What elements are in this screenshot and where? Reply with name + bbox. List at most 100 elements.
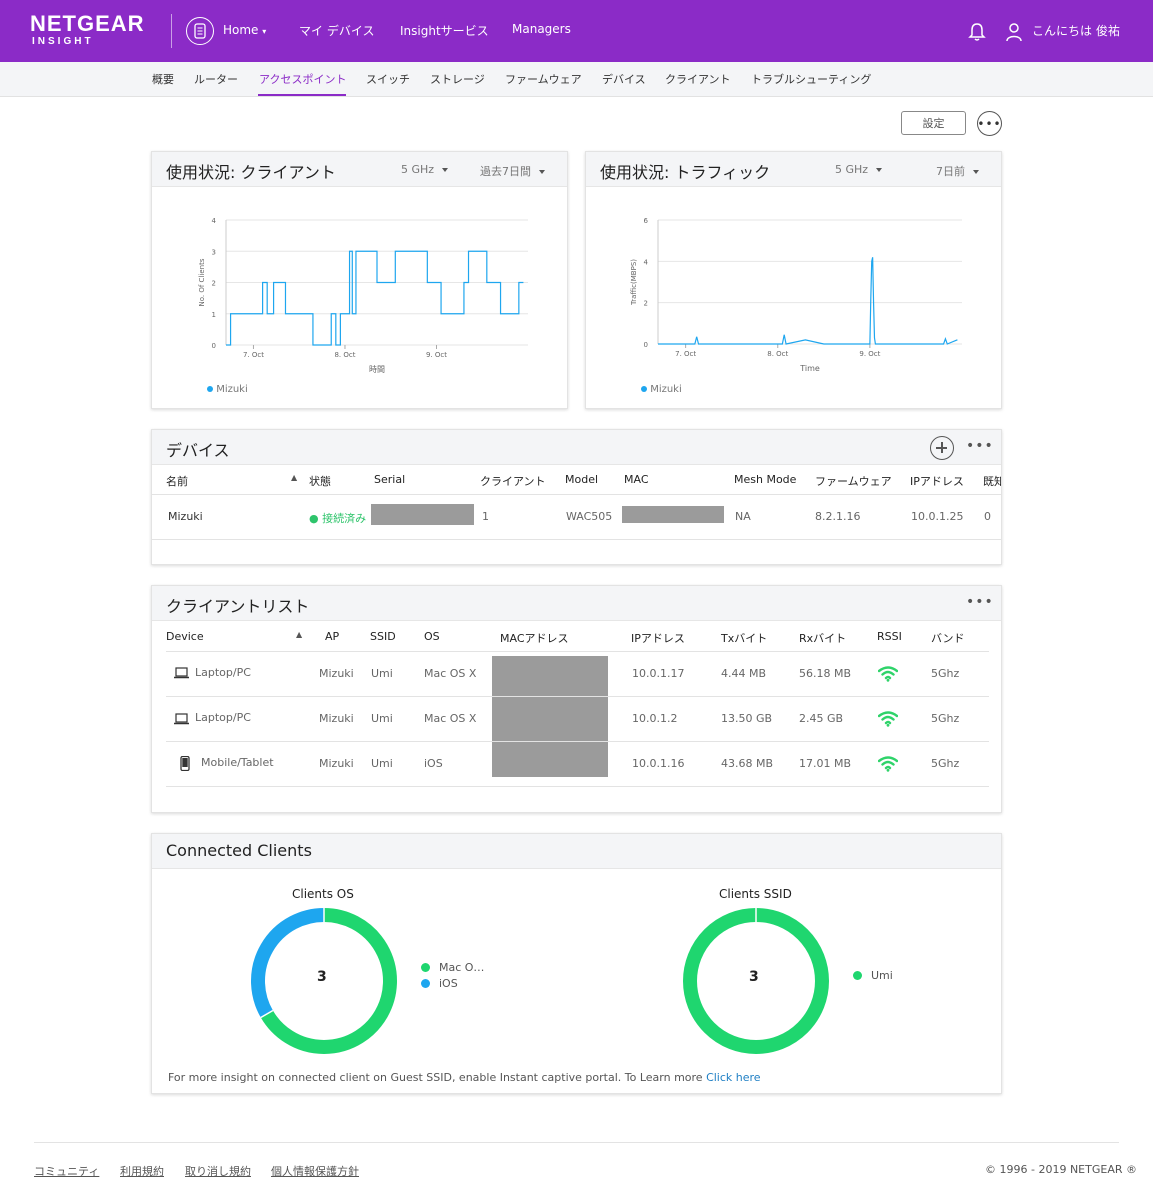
connected-clients-title: Connected Clients xyxy=(166,841,312,860)
more-options-button[interactable]: ••• xyxy=(977,111,1002,136)
nav-managers[interactable]: Managers xyxy=(512,22,571,36)
footer-link-privacy[interactable]: 個人情報保護方針 xyxy=(271,1165,359,1178)
col-band[interactable]: バンド xyxy=(931,632,965,645)
sort-asc-icon[interactable]: ▲ xyxy=(291,473,298,482)
client-os: Mac OS X xyxy=(424,667,477,680)
logo-sub-text: INSIGHT xyxy=(32,36,94,47)
series-line-mizuki xyxy=(226,250,524,346)
col-os[interactable]: OS xyxy=(424,630,440,643)
col-mesh-mode[interactable]: Mesh Mode xyxy=(734,473,797,486)
client-list-title: クライアントリスト xyxy=(166,597,310,616)
bell-icon[interactable] xyxy=(968,22,986,42)
guest-ssid-note: For more insight on connected client on … xyxy=(168,1071,761,1084)
col-name[interactable]: 名前 xyxy=(166,475,188,488)
col-ssid[interactable]: SSID xyxy=(370,630,396,643)
add-device-icon[interactable] xyxy=(930,436,954,460)
footer-link-community[interactable]: コミュニティ xyxy=(34,1165,100,1178)
legend-label: Mac O… xyxy=(439,961,485,974)
x-tick-label: 7. Oct xyxy=(675,350,696,358)
user-greeting[interactable]: こんにちは 俊祐 xyxy=(1032,24,1120,38)
status-text: 接続済み xyxy=(322,512,367,525)
nav-insight-services[interactable]: Insightサービス xyxy=(400,24,489,38)
col-model[interactable]: Model xyxy=(565,473,599,486)
clients-line-chart: 0 1 2 3 4 7. Oct 8. Oct 9. Oct 時間 No. Of Clients xyxy=(198,217,528,374)
y-tick-label: 6 xyxy=(644,217,649,225)
netgear-insight-logo[interactable]: NETGEAR INSIGHT xyxy=(30,11,160,51)
chevron-down-icon xyxy=(539,170,545,174)
devices-card: デバイス ••• 名前 ▲ 状態 Serial クライアント Model MAC… xyxy=(151,429,1002,565)
col-firmware[interactable]: ファームウェア xyxy=(815,475,892,488)
subnav-router[interactable]: ルーター xyxy=(194,73,238,86)
client-rx: 17.01 MB xyxy=(799,757,852,770)
subnav-storage[interactable]: ストレージ xyxy=(430,73,485,86)
col-tx-bytes[interactable]: Txバイト xyxy=(721,632,768,645)
slice-separator xyxy=(260,1009,274,1019)
home-dropdown[interactable]: Home ▾ xyxy=(223,23,266,37)
subnav-troubleshooting[interactable]: トラブルシューティング xyxy=(751,73,872,86)
y-tick-label: 3 xyxy=(212,248,216,256)
col-ap[interactable]: AP xyxy=(325,630,340,643)
clients-os-donut-chart xyxy=(251,908,397,1054)
sort-asc-icon[interactable]: ▲ xyxy=(296,630,303,639)
traffic-line-chart: 0 2 4 6 7. Oct 8. Oct 9. Oct Time Traffic(MBPS) xyxy=(630,217,962,373)
click-here-link[interactable]: Click here xyxy=(706,1071,761,1084)
laptop-icon xyxy=(174,667,189,679)
y-tick-label: 4 xyxy=(212,217,217,225)
band-dropdown[interactable]: 5 GHz xyxy=(401,163,449,176)
subnav-devices[interactable]: デバイス xyxy=(602,73,646,86)
legend-label: Mizuki xyxy=(650,384,682,395)
y-tick-label: 2 xyxy=(212,280,216,288)
redacted-mac xyxy=(622,506,724,523)
client-list-card: クライアントリスト ••• Device ▲ AP SSID OS MACアドレ… xyxy=(151,585,1002,813)
subnav-firmware[interactable]: ファームウェア xyxy=(505,73,582,86)
subnav-access-point[interactable]: アクセスポイント xyxy=(259,73,347,86)
redacted-serial xyxy=(371,504,474,525)
period-value: 7日前 xyxy=(936,165,965,178)
divider xyxy=(166,786,989,787)
divider xyxy=(152,494,1001,495)
col-device[interactable]: Device xyxy=(166,630,204,643)
card-header: クライアントリスト ••• xyxy=(152,586,1001,621)
subnav-switch[interactable]: スイッチ xyxy=(366,73,410,86)
legend-item[interactable]: Mac O… xyxy=(421,961,484,974)
footer-link-terms[interactable]: 利用規約 xyxy=(120,1165,164,1178)
col-serial[interactable]: Serial xyxy=(374,473,406,486)
wifi-signal-icon xyxy=(878,756,898,772)
band-dropdown[interactable]: 5 GHz xyxy=(835,163,883,176)
period-dropdown[interactable]: 7日前 xyxy=(936,163,979,179)
col-mac[interactable]: MAC xyxy=(624,473,649,486)
clients-ssid-donut-chart xyxy=(683,908,829,1054)
user-icon[interactable] xyxy=(1005,22,1023,42)
col-ip-address[interactable]: IPアドレス xyxy=(631,632,685,645)
client-device-type: Mobile/Tablet xyxy=(201,756,274,769)
col-rssi[interactable]: RSSI xyxy=(877,630,902,643)
client-tx: 43.68 MB xyxy=(721,757,774,770)
clients-ssid-title: Clients SSID xyxy=(719,887,792,901)
y-axis-label: No. Of Clients xyxy=(198,258,206,306)
col-rx-bytes[interactable]: Rxバイト xyxy=(799,632,847,645)
client-ip: 10.0.1.17 xyxy=(632,667,685,680)
period-dropdown[interactable]: 過去7日間 xyxy=(480,163,545,179)
card-header: デバイス ••• xyxy=(152,430,1001,465)
subnav-clients[interactable]: クライアント xyxy=(665,73,731,86)
device-name[interactable]: Mizuki xyxy=(168,510,203,523)
more-icon[interactable]: ••• xyxy=(966,438,994,454)
legend-item[interactable]: Umi xyxy=(853,969,893,982)
col-known[interactable]: 既知 xyxy=(983,475,1001,488)
copyright: © 1996 - 2019 NETGEAR ® xyxy=(985,1163,1137,1176)
subnav-overview[interactable]: 概要 xyxy=(152,73,174,86)
client-band: 5Ghz xyxy=(931,712,960,725)
col-status[interactable]: 状態 xyxy=(309,475,331,488)
nav-my-devices[interactable]: マイ デバイス xyxy=(299,24,375,38)
settings-button[interactable]: 設定 xyxy=(901,111,966,135)
home-location-icon[interactable] xyxy=(186,17,214,45)
wifi-signal-icon xyxy=(878,666,898,682)
col-mac-address[interactable]: MACアドレス xyxy=(500,632,569,645)
legend-item[interactable]: iOS xyxy=(421,977,458,990)
more-icon[interactable]: ••• xyxy=(966,594,994,610)
active-tab-underline xyxy=(258,94,346,96)
legend-dot xyxy=(641,386,647,392)
col-ip[interactable]: IPアドレス xyxy=(910,475,964,488)
col-clients[interactable]: クライアント xyxy=(480,475,546,488)
footer-link-cancellation[interactable]: 取り消し規約 xyxy=(185,1165,251,1178)
